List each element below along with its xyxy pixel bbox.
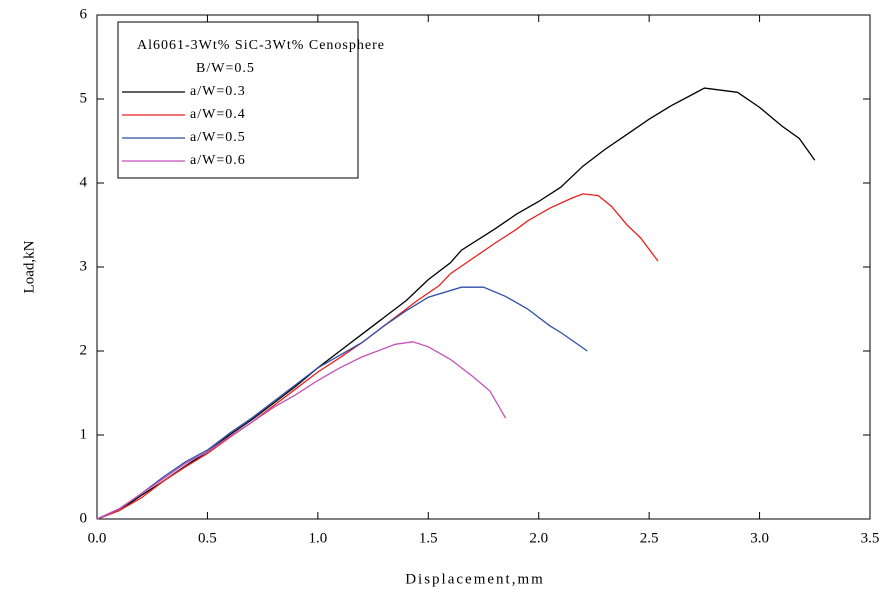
y-tick-label: 6 — [80, 6, 88, 22]
legend-label: a/W=0.6 — [190, 153, 246, 168]
legend-title: Al6061-3Wt% SiC-3Wt% Cenosphere — [137, 38, 385, 53]
legend-label: a/W=0.3 — [190, 84, 246, 99]
x-tick-label: 0.5 — [198, 530, 217, 546]
y-tick-label: 2 — [80, 342, 88, 358]
x-tick-label: 0.0 — [88, 530, 107, 546]
legend-subtitle: B/W=0.5 — [196, 61, 255, 76]
legend-label: a/W=0.4 — [190, 107, 246, 122]
data-line — [96, 341, 507, 520]
y-tick-label: 4 — [80, 174, 88, 190]
y-tick-label: 0 — [80, 510, 88, 526]
y-tick-label: 1 — [80, 426, 88, 442]
legend: Al6061-3Wt% SiC-3Wt% Cenosphere B/W=0.5 … — [117, 21, 385, 179]
y-tick-label: 5 — [80, 90, 88, 106]
data-line — [96, 193, 659, 520]
x-tick-label: 2.0 — [529, 530, 548, 546]
x-axis-label: Displacement,mm — [405, 571, 545, 587]
x-tick-label: 3.0 — [750, 530, 769, 546]
x-tick-label: 1.0 — [308, 530, 327, 546]
legend-label: a/W=0.5 — [190, 130, 246, 145]
data-line — [96, 87, 816, 520]
x-tick-label: 3.5 — [861, 530, 879, 546]
legend-box — [117, 21, 359, 179]
y-tick-label: 3 — [80, 258, 88, 274]
x-tick-label: 2.5 — [640, 530, 659, 546]
data-line — [96, 286, 588, 520]
y-axis-label: Load,kN — [21, 240, 37, 293]
x-tick-label: 1.5 — [419, 530, 438, 546]
